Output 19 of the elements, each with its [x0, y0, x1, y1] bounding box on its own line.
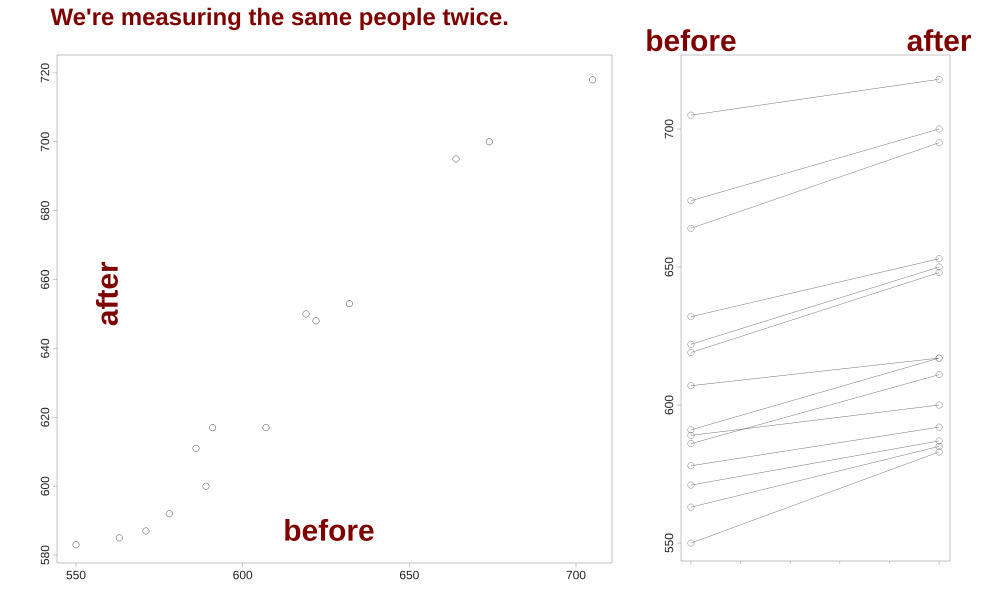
y-tick-label: 600 [40, 476, 50, 496]
chart-title: We're measuring the same people twice. [50, 8, 508, 30]
x-tick-label: 550 [66, 570, 86, 580]
y-tick-label: 700 [664, 119, 674, 138]
x-axis-title: before [285, 519, 374, 541]
y-tick-label: 680 [40, 201, 50, 220]
y-tick-label: 700 [40, 132, 50, 152]
x-tick-label: 650 [400, 570, 419, 580]
y-tick-label: 600 [664, 396, 674, 414]
y-axis-title: after [96, 262, 118, 326]
y-tick-label: 550 [664, 534, 674, 553]
y-tick-label: 620 [40, 408, 50, 427]
y-tick-label: 640 [40, 338, 50, 358]
x-tick-label: 700 [566, 570, 586, 580]
y-tick-label: 660 [40, 270, 50, 289]
y-tick-label: 720 [40, 63, 50, 82]
y-tick-label: 580 [40, 546, 50, 565]
x-tick-label: 600 [233, 570, 252, 580]
y-tick-label: 650 [664, 257, 674, 276]
